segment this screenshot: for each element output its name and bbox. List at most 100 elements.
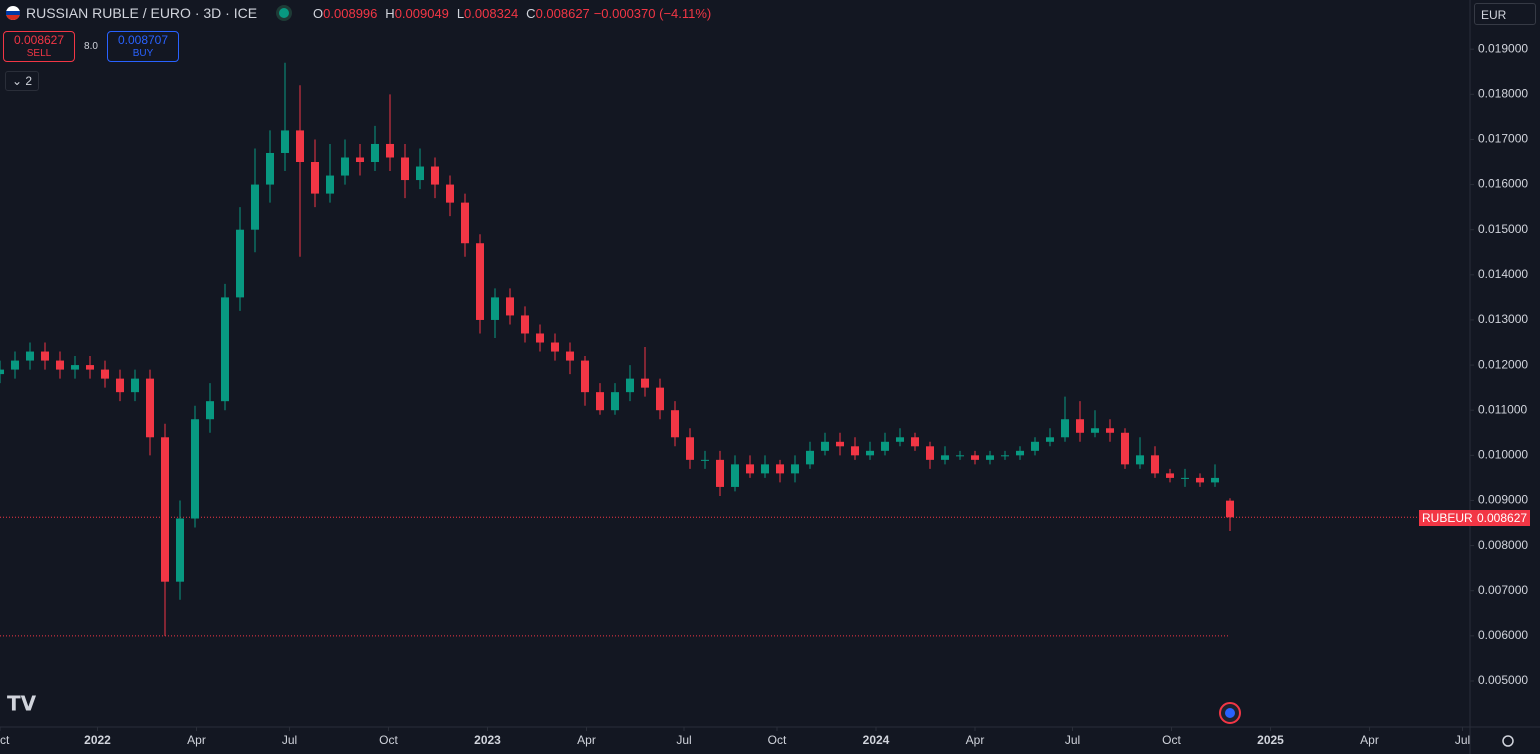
candle-body — [281, 130, 289, 153]
candle-body — [926, 446, 934, 460]
x-tick-label: Apr — [1360, 733, 1379, 747]
ohlc-value: 0.009049 — [394, 6, 449, 21]
candle-body — [446, 184, 454, 203]
sell-price: 0.008627 — [13, 33, 65, 47]
candle-body — [386, 143, 394, 158]
currency-select[interactable]: EUR — [1474, 3, 1536, 25]
logo: 𝗧𝗩 — [7, 693, 37, 715]
candle-body — [1016, 450, 1024, 456]
candle-body — [881, 441, 889, 451]
y-tick-label: 0.017000 — [1478, 132, 1528, 146]
candle-body — [371, 143, 379, 163]
flag — [6, 6, 20, 20]
candle-body — [1166, 473, 1174, 478]
title: RUSSIAN RUBLE / EURO · 3D · ICE — [26, 5, 258, 21]
x-tick-label: Oct — [0, 733, 10, 747]
candle-body — [431, 166, 439, 185]
candle-body — [1211, 477, 1219, 483]
candle-body — [41, 351, 49, 361]
candle-body — [1226, 500, 1234, 518]
candle-body — [1001, 455, 1009, 457]
candle-body — [101, 369, 109, 379]
currency: EUR — [1481, 8, 1507, 22]
legend-header: RUSSIAN RUBLE / EURO · 3D · ICE O0.00899… — [6, 5, 711, 21]
y-tick-label: 0.011000 — [1478, 402, 1527, 416]
sell-label: SELL — [26, 48, 52, 59]
ohlc: O0.008996 H0.009049 L0.008324 C0.008627 … — [309, 5, 711, 21]
candle-body — [956, 455, 964, 457]
symbol-tag: RUBEUR — [1419, 510, 1476, 526]
events-icon-inner — [1225, 708, 1235, 718]
settings-icon[interactable] — [1502, 735, 1514, 747]
candle-body — [611, 392, 619, 411]
y-tick-label: 0.014000 — [1478, 267, 1528, 281]
candle-body — [131, 378, 139, 393]
candle-body — [491, 297, 499, 320]
candle-body — [341, 157, 349, 176]
candle-body — [536, 333, 544, 343]
candle-body — [1046, 437, 1054, 442]
x-tick-label: 2024 — [863, 733, 890, 747]
change: −0.000370 (−4.11%) — [593, 6, 712, 21]
candle-body — [761, 464, 769, 474]
candle-body — [596, 392, 604, 411]
candle-body — [176, 518, 184, 582]
candle-body — [1121, 432, 1129, 465]
candle-body — [461, 202, 469, 244]
plot — [0, 62, 1470, 637]
candle-body — [266, 152, 274, 185]
candle-body — [1136, 455, 1144, 465]
candle-body — [911, 437, 919, 447]
status-dot — [279, 8, 290, 18]
candle-body — [626, 378, 634, 393]
ohlc-key: C — [526, 6, 536, 21]
candle-body — [896, 437, 904, 442]
x-tick-label: Jul — [282, 733, 297, 747]
x-tick-label: Apr — [577, 733, 596, 747]
candle-body — [221, 297, 229, 402]
y-tick-label: 0.006000 — [1478, 628, 1528, 642]
buy-price: 0.008707 — [117, 33, 169, 47]
x-tick-label: Apr — [966, 733, 985, 747]
y-tick-label: 0.012000 — [1478, 357, 1528, 371]
buy-label: BUY — [132, 48, 154, 59]
candle-body — [731, 464, 739, 487]
x-tick-label: 2025 — [1257, 733, 1284, 747]
x-tick-label: 2022 — [84, 733, 111, 747]
candle-body — [821, 441, 829, 451]
indicators-toggle[interactable]: ⌄ 2 — [5, 71, 40, 91]
candle-body — [191, 419, 199, 519]
indicator-count: 2 — [25, 74, 33, 88]
candle-body — [206, 401, 214, 420]
candle-body — [401, 157, 409, 181]
candle-body — [356, 157, 364, 163]
buy-button[interactable]: 0.008707 BUY — [107, 31, 179, 62]
candle-body — [236, 229, 244, 298]
y-tick-label: 0.008000 — [1478, 538, 1528, 552]
x-tick-label: Oct — [768, 733, 787, 747]
ohlc-value: 0.008324 — [464, 6, 519, 21]
y-tick-label: 0.009000 — [1478, 493, 1528, 507]
candle-body — [641, 378, 649, 388]
candle-body — [296, 130, 304, 163]
candle-body — [146, 378, 154, 438]
x-tick-label: 2023 — [474, 733, 501, 747]
candle-body — [11, 360, 19, 370]
candle-body — [656, 387, 664, 411]
candle-body — [56, 360, 64, 370]
candle-body — [1061, 419, 1069, 438]
spread: 8.0 — [84, 41, 98, 52]
y-tick-label: 0.016000 — [1478, 177, 1528, 191]
y-tick-label: 0.007000 — [1478, 583, 1528, 597]
last-price-tag: 0.008627 — [1474, 510, 1531, 526]
trade-panel: 0.008627 SELL 8.0 0.008707 BUY — [3, 31, 179, 62]
candle-body — [776, 464, 784, 474]
candle-body — [71, 365, 79, 370]
candle-body — [1106, 428, 1114, 433]
candle-body — [1076, 419, 1084, 433]
ohlc-key: H — [385, 6, 395, 21]
sell-button[interactable]: 0.008627 SELL — [3, 31, 75, 62]
candle-body — [161, 437, 169, 582]
